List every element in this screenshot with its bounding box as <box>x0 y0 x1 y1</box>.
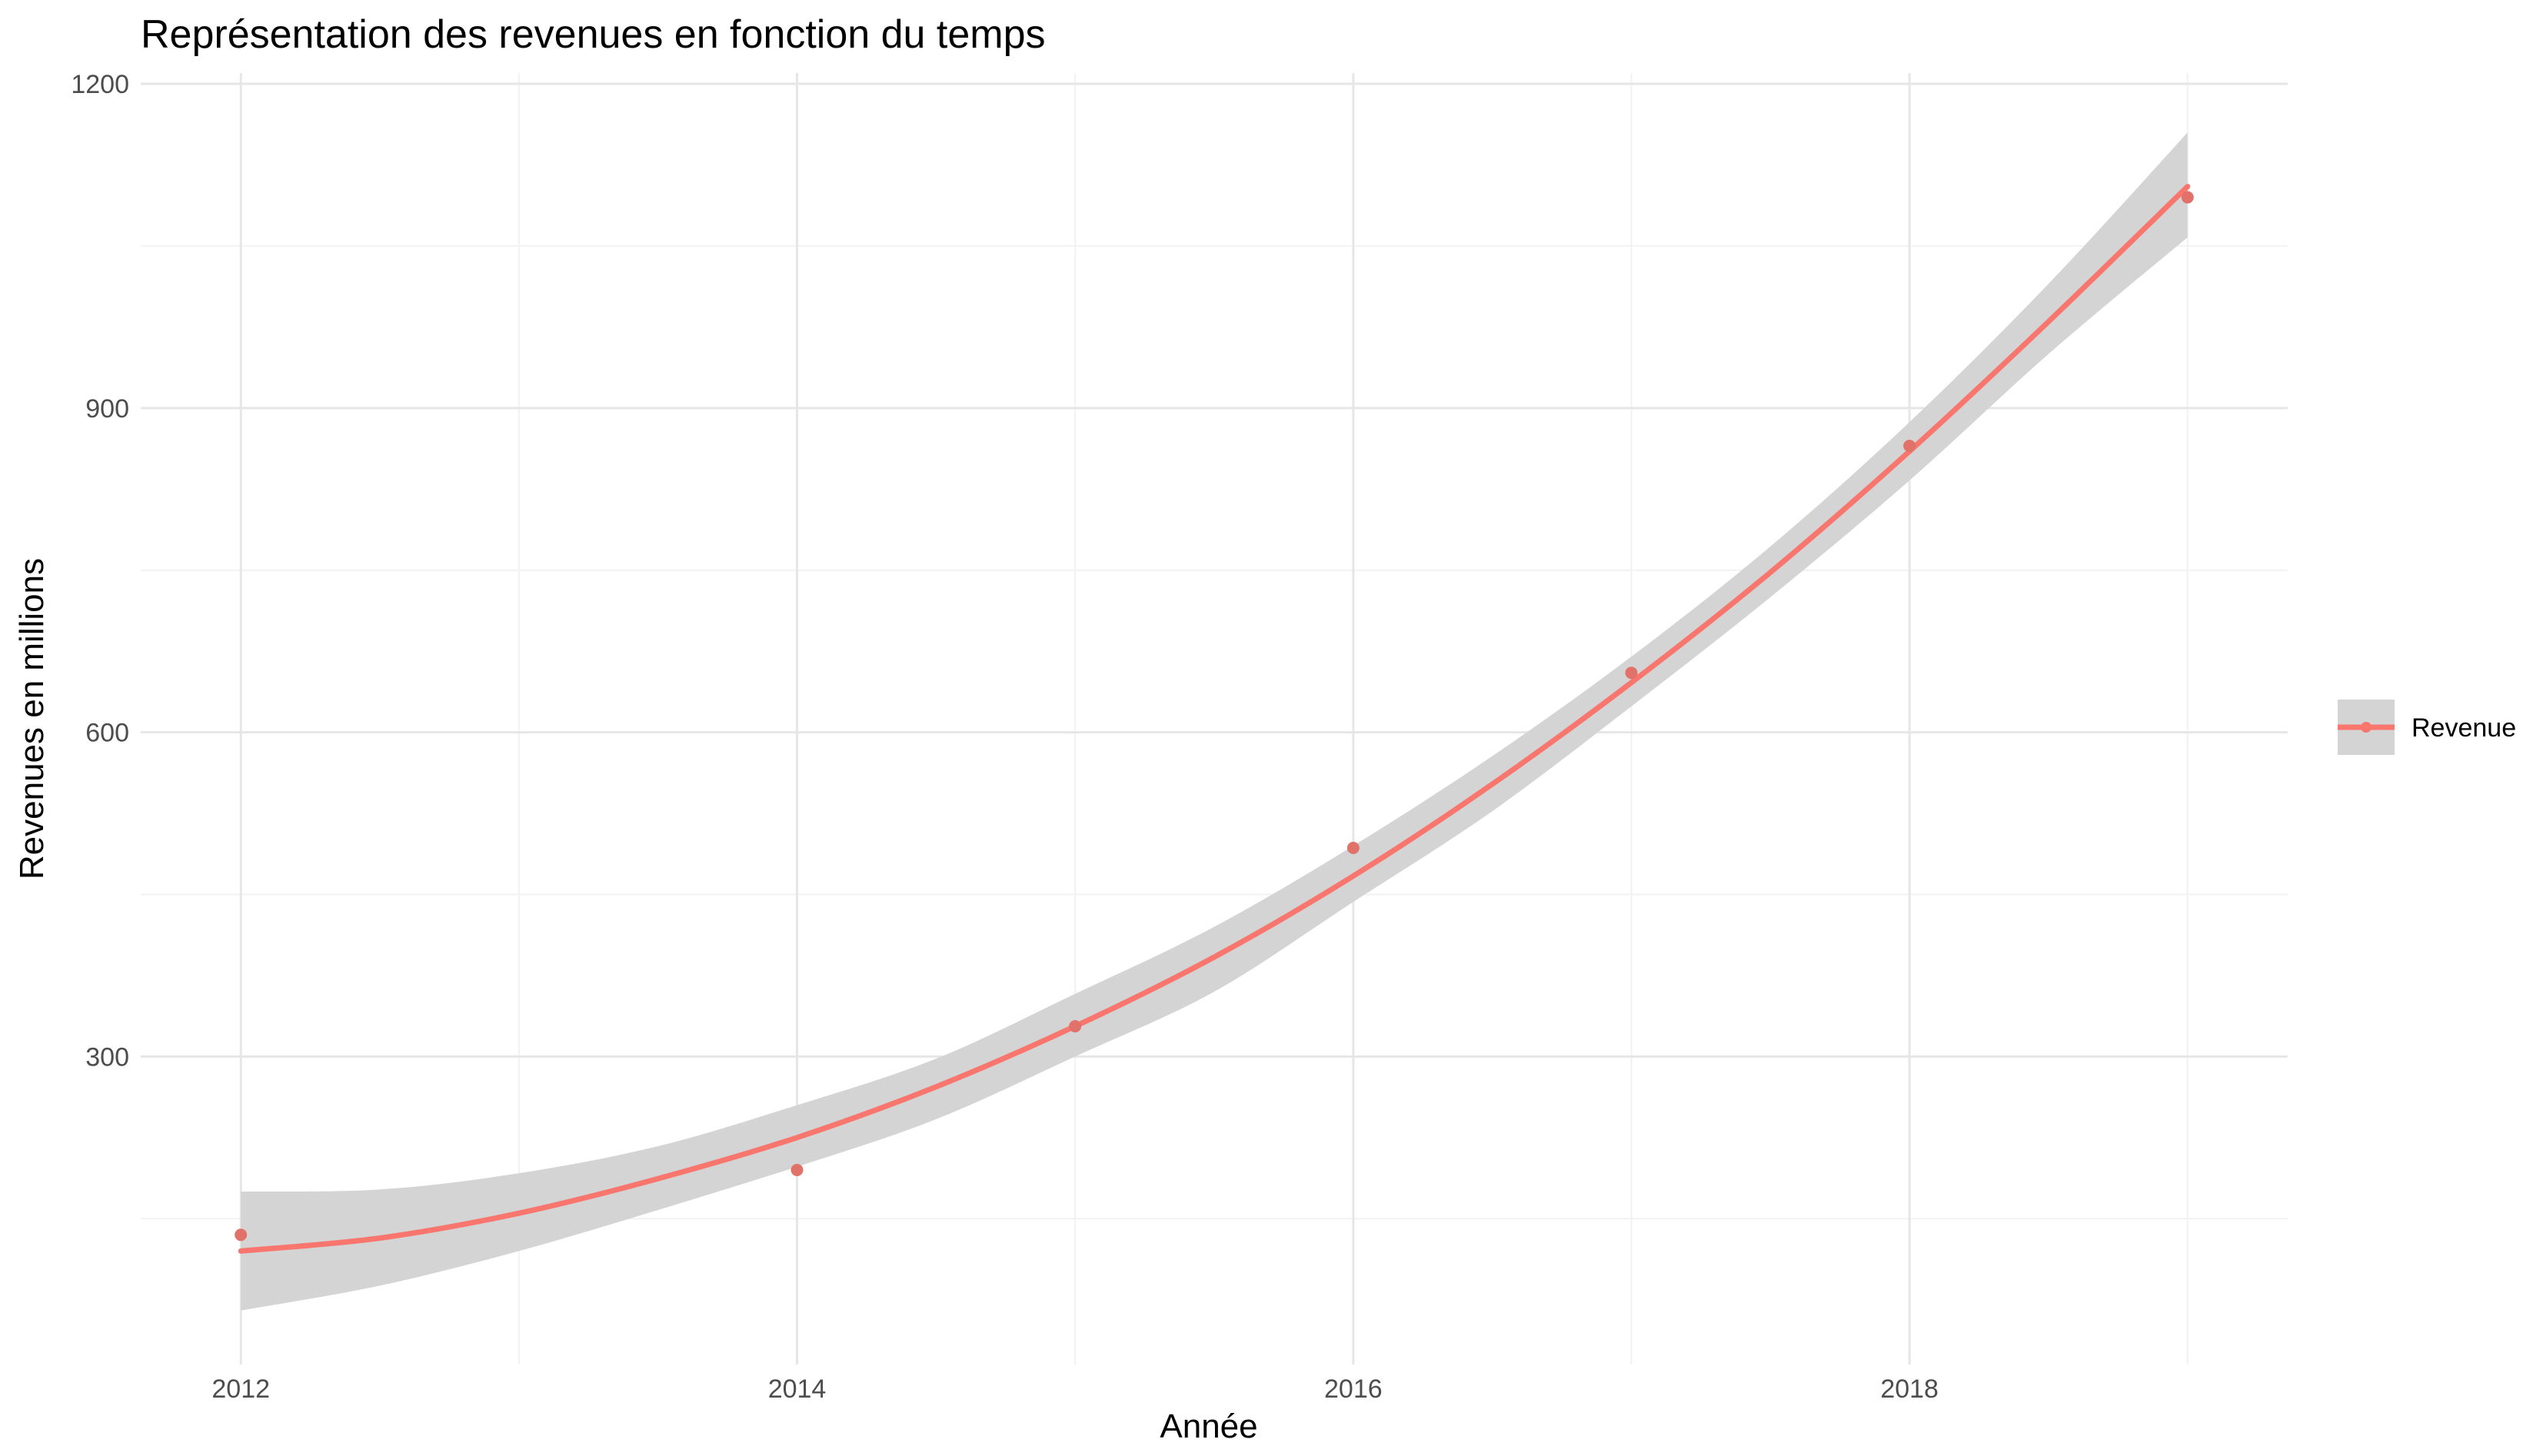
series-line-revenue <box>238 184 2191 1254</box>
data-point <box>1346 842 1360 854</box>
x-tick-label: 2012 <box>211 1375 270 1404</box>
data-point <box>1903 440 1916 453</box>
x-tick-label: 2014 <box>768 1375 827 1404</box>
series-line-layer <box>238 184 2191 1254</box>
grid-layer <box>141 73 2288 1365</box>
data-point <box>2181 191 2194 204</box>
y-tick-label: 1200 <box>71 70 129 99</box>
y-tick-label: 600 <box>85 719 129 748</box>
data-point <box>1069 1019 1082 1032</box>
legend-key-point <box>2361 722 2372 733</box>
legend-label-revenue: Revenue <box>2412 713 2516 743</box>
tick-labels-layer: 2012 2014 2016 2018 300 600 900 1200 <box>71 70 1939 1404</box>
x-tick-label: 2018 <box>1880 1375 1939 1404</box>
chart-title: Représentation des revenues en fonction … <box>141 12 1046 57</box>
y-tick-label: 300 <box>85 1042 129 1072</box>
y-tick-label: 900 <box>85 394 129 424</box>
x-tick-label: 2016 <box>1324 1375 1383 1404</box>
confidence-band <box>241 132 2188 1311</box>
data-points-layer <box>235 191 2194 1242</box>
legend: Revenue <box>2338 700 2516 755</box>
data-point <box>1625 667 1638 680</box>
data-point <box>235 1228 248 1242</box>
y-axis-title: Revenues en millions <box>13 558 51 879</box>
confidence-band-layer <box>241 132 2188 1311</box>
data-point <box>791 1163 804 1176</box>
x-axis-title: Année <box>1160 1408 1257 1445</box>
